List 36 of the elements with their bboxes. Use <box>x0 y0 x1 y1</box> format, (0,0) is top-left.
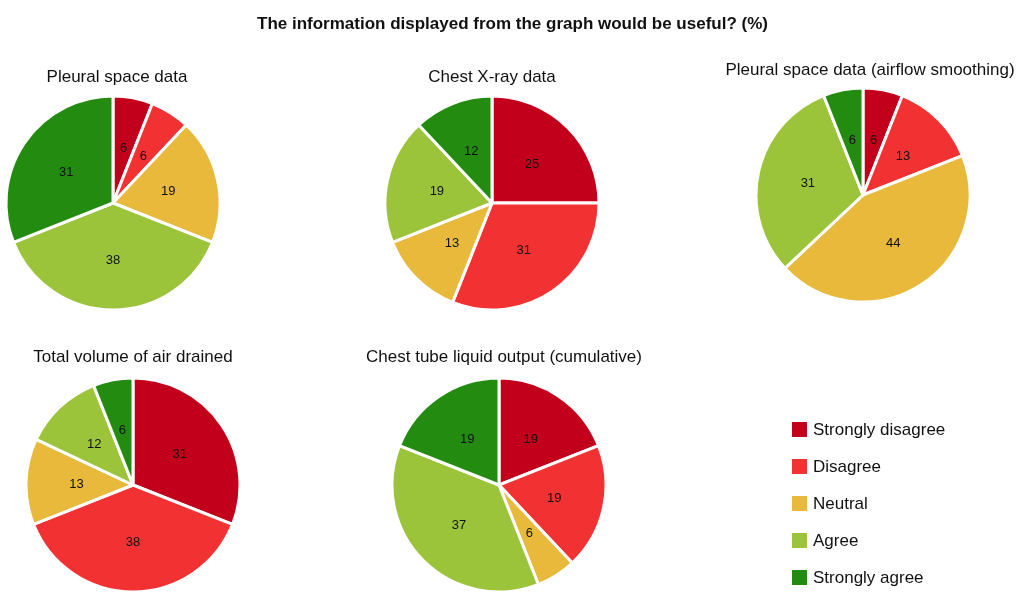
data-label: 6 <box>869 132 878 147</box>
data-label: 19 <box>460 430 475 446</box>
data-label: 19 <box>546 489 562 505</box>
data-label: 37 <box>451 517 467 533</box>
slice-label: Chest tube liquid output (cumulative) <box>366 347 642 366</box>
data-label: 31 <box>800 175 816 191</box>
data-label: 19 <box>429 183 445 199</box>
data-label: 6 <box>119 140 128 155</box>
data-label: 31 <box>516 242 531 258</box>
slice-label: Pleural space data <box>46 67 188 86</box>
data-label: 25 <box>524 155 540 171</box>
data-label: 19 <box>523 430 538 446</box>
legend-label: Strongly agree <box>813 568 924 587</box>
data-label: 12 <box>463 142 479 158</box>
data-label: 6 <box>848 132 857 147</box>
data-label: 31 <box>59 163 74 179</box>
chart-title: The information displayed from the graph would be useful? (%) <box>257 14 768 33</box>
data-label: 38 <box>105 252 121 267</box>
legend-label: Disagree <box>813 457 882 476</box>
slice-label: Total volume of air drained <box>33 347 233 366</box>
data-label: 19 <box>160 183 176 199</box>
data-label: 6 <box>139 147 147 163</box>
data-label: 13 <box>895 147 911 163</box>
data-label: 6 <box>525 525 533 541</box>
slice-label: Pleural space data (airflow smoothing) <box>725 60 1015 79</box>
legend-label: Strongly disagree <box>813 420 946 439</box>
slice-label: Chest X-ray data <box>428 67 557 86</box>
data-label: 6 <box>118 422 127 437</box>
legend-label: Agree <box>813 531 859 550</box>
data-label: 12 <box>87 436 102 452</box>
data-label: 13 <box>69 475 84 491</box>
data-label: 38 <box>125 534 141 549</box>
legend-label: Neutral <box>813 494 868 513</box>
data-label: 31 <box>172 445 187 461</box>
data-label: 13 <box>444 235 460 251</box>
data-label: 44 <box>886 235 901 251</box>
